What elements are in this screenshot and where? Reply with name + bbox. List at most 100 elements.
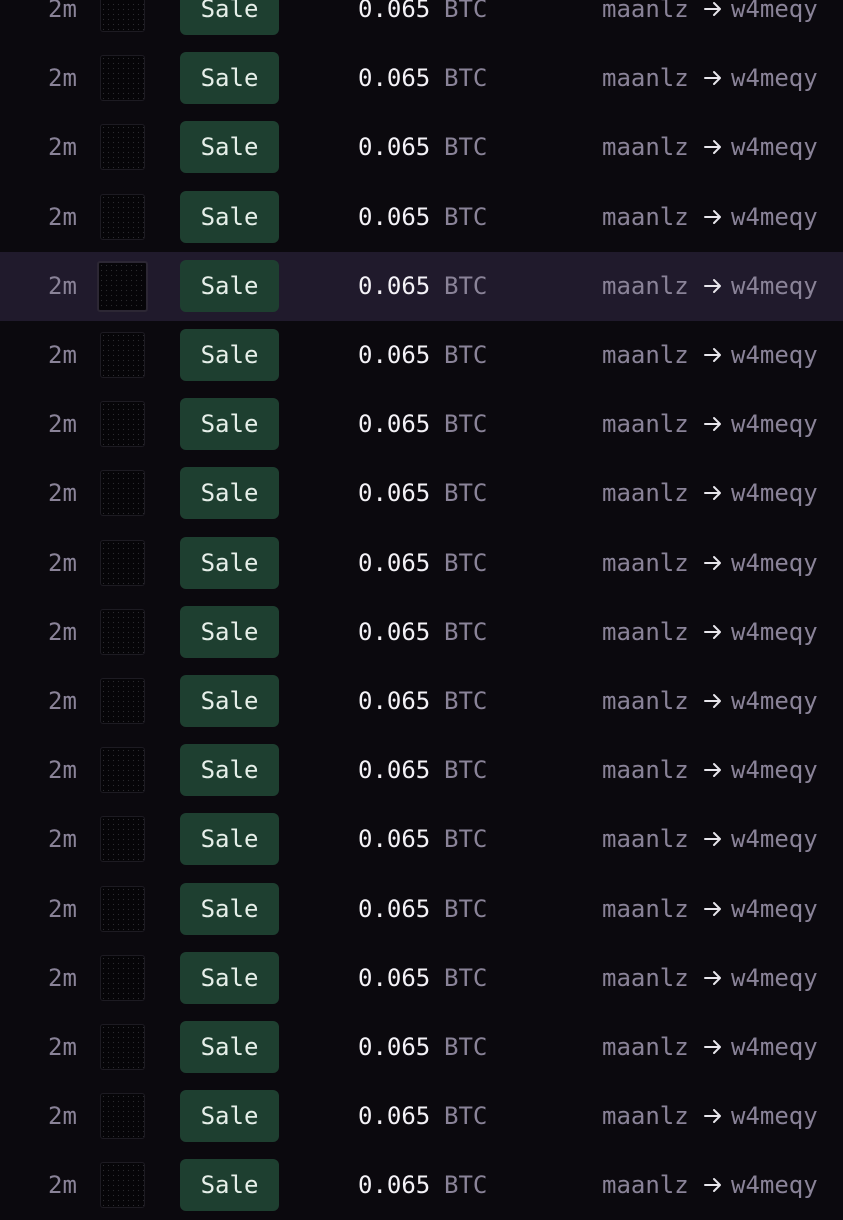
activity-row[interactable]: 2m Sale 0.065 BTC maanlz w4meqy	[0, 529, 843, 598]
activity-row[interactable]: 2m Sale 0.065 BTC maanlz w4meqy	[0, 944, 843, 1013]
activity-row[interactable]: 2m Sale 0.065 BTC maanlz w4meqy	[0, 1151, 843, 1220]
to-address[interactable]: w4meqy	[731, 410, 818, 439]
item-thumbnail[interactable]	[100, 885, 145, 932]
time-ago: 2m	[48, 0, 77, 23]
to-address[interactable]: w4meqy	[731, 271, 818, 300]
to-address[interactable]: w4meqy	[731, 548, 818, 577]
arrow-icon	[704, 1109, 721, 1124]
arrow-path	[704, 417, 721, 432]
activity-row[interactable]: 2m Sale 0.065 BTC maanlz w4meqy	[0, 0, 843, 44]
item-thumbnail[interactable]	[100, 608, 145, 655]
item-thumbnail[interactable]	[100, 1162, 145, 1209]
arrow-path	[704, 1040, 721, 1054]
item-thumbnail[interactable]	[100, 539, 145, 586]
activity-row[interactable]: 2m Sale 0.065 BTC maanlz w4meqy	[0, 805, 843, 874]
currency: BTC	[444, 1102, 488, 1131]
time-ago: 2m	[48, 64, 77, 93]
to-address[interactable]: w4meqy	[731, 1102, 818, 1131]
from-address[interactable]: maanlz	[602, 479, 689, 508]
time-ago: 2m	[48, 963, 77, 992]
activity-row[interactable]: 2m Sale 0.065 BTC maanlz w4meqy	[0, 321, 843, 390]
from-address[interactable]: maanlz	[602, 410, 689, 439]
item-thumbnail[interactable]	[100, 0, 145, 32]
to-address[interactable]: w4meqy	[731, 0, 818, 23]
from-address[interactable]: maanlz	[602, 64, 689, 93]
from-address[interactable]: maanlz	[602, 687, 689, 715]
arrow-path	[704, 348, 721, 362]
item-thumbnail[interactable]	[100, 816, 145, 863]
from-address[interactable]: maanlz	[602, 202, 689, 231]
to-address[interactable]: w4meqy	[731, 756, 818, 785]
price: 0.065	[358, 1171, 431, 1200]
activity-row[interactable]: 2m Sale 0.065 BTC maanlz w4meqy	[0, 113, 843, 182]
activity-row[interactable]: 2m Sale 0.065 BTC maanlz w4meqy	[0, 736, 843, 805]
currency: BTC	[444, 963, 488, 992]
time-ago: 2m	[48, 687, 77, 715]
from-address[interactable]: maanlz	[602, 1171, 689, 1200]
activity-row[interactable]: 2m Sale 0.065 BTC maanlz w4meqy	[0, 459, 843, 528]
price: 0.065	[358, 202, 431, 231]
arrow-path	[704, 209, 721, 224]
from-address[interactable]: maanlz	[602, 1033, 689, 1061]
to-address[interactable]: w4meqy	[731, 479, 818, 508]
to-address[interactable]: w4meqy	[731, 894, 818, 923]
to-address[interactable]: w4meqy	[731, 963, 818, 992]
from-address[interactable]: maanlz	[602, 617, 689, 646]
time-ago: 2m	[48, 341, 77, 369]
event-badge: Sale	[180, 52, 279, 105]
price: 0.065	[358, 410, 431, 439]
to-address[interactable]: w4meqy	[731, 825, 818, 854]
from-address[interactable]: maanlz	[602, 963, 689, 992]
from-address[interactable]: maanlz	[602, 1102, 689, 1131]
item-thumbnail[interactable]	[100, 193, 145, 240]
to-address[interactable]: w4meqy	[731, 133, 818, 162]
from-address[interactable]: maanlz	[602, 271, 689, 300]
from-address[interactable]: maanlz	[602, 756, 689, 785]
currency: BTC	[444, 894, 488, 923]
from-address[interactable]: maanlz	[602, 894, 689, 923]
from-address[interactable]: maanlz	[602, 0, 689, 23]
activity-row[interactable]: 2m Sale 0.065 BTC maanlz w4meqy	[0, 1082, 843, 1151]
from-address[interactable]: maanlz	[602, 825, 689, 854]
activity-row[interactable]: 2m Sale 0.065 BTC maanlz w4meqy	[0, 875, 843, 944]
item-thumbnail[interactable]	[100, 747, 145, 794]
currency: BTC	[444, 0, 488, 23]
to-address[interactable]: w4meqy	[731, 687, 818, 715]
currency: BTC	[444, 479, 488, 508]
activity-row[interactable]: 2m Sale 0.065 BTC maanlz w4meqy	[0, 251, 843, 321]
item-thumbnail[interactable]	[100, 470, 145, 517]
to-address[interactable]: w4meqy	[731, 617, 818, 646]
item-thumbnail[interactable]	[100, 124, 145, 171]
item-thumbnail[interactable]	[100, 401, 145, 448]
currency: BTC	[444, 617, 488, 646]
from-address[interactable]: maanlz	[602, 341, 689, 369]
to-address[interactable]: w4meqy	[731, 64, 818, 93]
activity-row[interactable]: 2m Sale 0.065 BTC maanlz w4meqy	[0, 667, 843, 736]
from-address[interactable]: maanlz	[602, 548, 689, 577]
to-address[interactable]: w4meqy	[731, 202, 818, 231]
activity-row[interactable]: 2m Sale 0.065 BTC maanlz w4meqy	[0, 44, 843, 113]
activity-row[interactable]: 2m Sale 0.065 BTC maanlz w4meqy	[0, 390, 843, 459]
time-ago: 2m	[48, 548, 77, 577]
item-thumbnail[interactable]	[100, 1093, 145, 1140]
item-thumbnail[interactable]	[100, 332, 145, 378]
activity-row[interactable]: 2m Sale 0.065 BTC maanlz w4meqy	[0, 1013, 843, 1082]
to-address[interactable]: w4meqy	[731, 1171, 818, 1200]
item-thumbnail[interactable]	[97, 260, 148, 312]
from-address[interactable]: maanlz	[602, 133, 689, 162]
arrow-icon	[704, 71, 721, 86]
to-address[interactable]: w4meqy	[731, 341, 818, 369]
item-thumbnail[interactable]	[100, 55, 145, 102]
time-ago: 2m	[48, 894, 77, 923]
item-thumbnail[interactable]	[100, 954, 145, 1001]
item-thumbnail[interactable]	[100, 1024, 145, 1070]
item-thumbnail[interactable]	[100, 678, 145, 724]
currency: BTC	[444, 756, 488, 785]
event-badge: Sale	[180, 1021, 279, 1073]
activity-row[interactable]: 2m Sale 0.065 BTC maanlz w4meqy	[0, 598, 843, 667]
currency: BTC	[444, 1033, 488, 1061]
event-badge: Sale	[180, 398, 279, 451]
to-address[interactable]: w4meqy	[731, 1033, 818, 1061]
activity-row[interactable]: 2m Sale 0.065 BTC maanlz w4meqy	[0, 183, 843, 252]
